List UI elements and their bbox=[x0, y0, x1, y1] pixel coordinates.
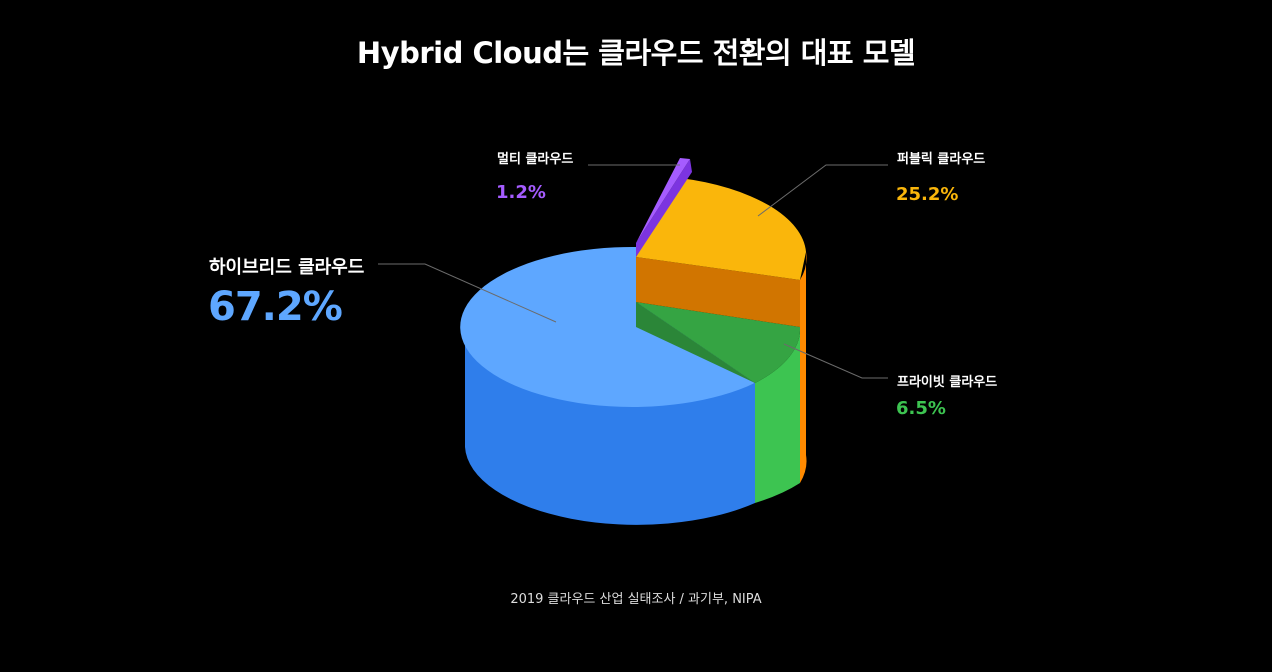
label-public-value: 25.2% bbox=[896, 184, 959, 205]
label-hybrid-name: 하이브리드 클라우드 bbox=[209, 257, 365, 278]
leader-line-hybrid bbox=[378, 263, 557, 323]
label-hybrid-value: 67.2% bbox=[208, 284, 343, 330]
label-multi-name: 멀티 클라우드 bbox=[497, 152, 574, 167]
label-multi-value: 1.2% bbox=[496, 182, 546, 203]
multi-slice-top bbox=[636, 158, 690, 243]
public-slice-side-wall bbox=[800, 252, 807, 483]
multi-slice-side bbox=[636, 159, 692, 257]
chart-title: Hybrid Cloud는 클라우드 전환의 대표 모델 bbox=[356, 36, 916, 70]
label-public-name: 퍼블릭 클라우드 bbox=[897, 152, 986, 167]
public-slice-top bbox=[636, 178, 806, 280]
private-slice-top bbox=[636, 302, 801, 383]
label-private-name: 프라이빗 클라우드 bbox=[897, 375, 998, 390]
hybrid-slice-side-wall bbox=[465, 327, 755, 525]
public-slice-front-face bbox=[636, 257, 800, 327]
leader-line-public bbox=[757, 164, 888, 217]
private-slice-side-wall bbox=[755, 327, 801, 503]
source-note: 2019 클라우드 산업 실태조사 / 과기부, NIPA bbox=[510, 592, 762, 607]
leader-line-private bbox=[783, 343, 888, 379]
hybrid-slice-top bbox=[460, 246, 755, 407]
label-private-value: 6.5% bbox=[896, 398, 946, 419]
